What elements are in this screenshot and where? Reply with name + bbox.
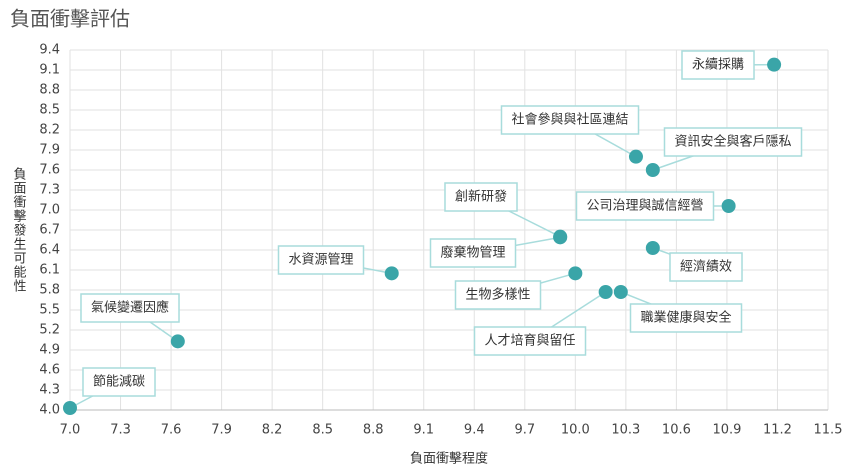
label-box: [473, 326, 587, 356]
y-tick-label: 8.5: [39, 103, 60, 118]
x-tick-label: 8.2: [262, 423, 283, 438]
label-box: [277, 245, 365, 275]
label-box: [444, 182, 518, 212]
point: [628, 149, 643, 164]
y-axis-title: 負面衝擊發生可能性: [11, 167, 27, 293]
point-label: 創新研發: [455, 189, 507, 205]
point-label: 職業健康與安全: [640, 310, 731, 326]
label-box: [663, 127, 803, 157]
y-tick-label: 5.2: [39, 323, 60, 338]
label-box: [681, 50, 755, 80]
x-tick-label: 7.3: [110, 423, 131, 438]
point-label: 節能減碳: [93, 374, 145, 390]
chart-title: 負面衝擊評估: [10, 7, 130, 31]
x-tick-label: 11.5: [814, 423, 843, 438]
x-tick-label: 10.0: [561, 423, 590, 438]
y-tick-label: 4.9: [39, 343, 60, 358]
label-box: [429, 238, 517, 268]
point-label: 氣候變遷因應: [91, 300, 169, 316]
y-tick-label: 5.5: [39, 303, 60, 318]
y-tick-label: 6.1: [39, 263, 60, 278]
label-box: [575, 191, 715, 221]
x-tick-label: 7.9: [211, 423, 232, 438]
point: [613, 285, 628, 299]
y-tick-label: 7.3: [39, 183, 60, 198]
point: [568, 266, 583, 281]
x-tick-label: 9.1: [413, 423, 434, 438]
x-tick-label: 11.2: [763, 423, 792, 438]
point: [553, 229, 568, 244]
x-tick-label: 9.4: [464, 423, 485, 438]
y-tick-label: 9.1: [39, 63, 60, 78]
label-box: [82, 367, 156, 397]
y-tick-label: 8.2: [39, 123, 60, 138]
point: [645, 241, 660, 255]
x-tick-label: 10.6: [662, 423, 691, 438]
y-tick-label: 5.8: [39, 283, 60, 298]
point-label: 人才培育與留任: [484, 333, 575, 349]
point-label: 廢棄物管理: [440, 246, 505, 261]
y-tick-label: 7.0: [39, 203, 60, 218]
point-label: 經濟績效: [680, 259, 732, 275]
y-tick-label: 8.8: [39, 83, 60, 98]
point: [598, 285, 613, 299]
x-tick-label: 7.6: [161, 423, 182, 438]
x-tick-label: 8.5: [312, 423, 333, 438]
point: [170, 334, 185, 349]
label-box: [454, 280, 542, 310]
y-tick-label: 7.6: [39, 163, 60, 178]
point-label: 水資源管理: [288, 253, 353, 268]
y-tick-label: 9.4: [39, 43, 60, 58]
point: [767, 57, 782, 72]
point-label: 公司治理與誠信經營: [586, 199, 703, 214]
x-tick-label: 9.7: [514, 423, 535, 438]
point: [384, 266, 399, 281]
point: [645, 163, 660, 177]
y-tick-label: 7.9: [39, 143, 60, 158]
point: [63, 401, 77, 415]
point-label: 資訊安全與客戶隱私: [674, 134, 791, 150]
y-tick-label: 4.0: [39, 403, 60, 418]
label-box: [500, 105, 640, 135]
x-axis-title: 負面衝擊程度: [410, 451, 488, 467]
x-tick-label: 7.0: [60, 423, 81, 438]
label-box: [80, 293, 180, 323]
point-label: 生物多樣性: [465, 287, 530, 303]
x-tick-label: 8.8: [363, 423, 384, 438]
x-tick-label: 10.9: [712, 423, 741, 438]
x-tick-label: 10.3: [611, 423, 640, 438]
y-tick-label: 4.6: [39, 363, 60, 378]
y-tick-label: 4.3: [39, 383, 60, 398]
y-tick-label: 6.4: [39, 243, 60, 258]
point-label: 社會參與與社區連結: [511, 112, 628, 128]
point-label: 永續採購: [692, 58, 744, 73]
label-box: [669, 252, 743, 282]
y-tick-label: 6.7: [39, 223, 60, 238]
label-box: [629, 303, 743, 333]
point: [721, 199, 736, 213]
